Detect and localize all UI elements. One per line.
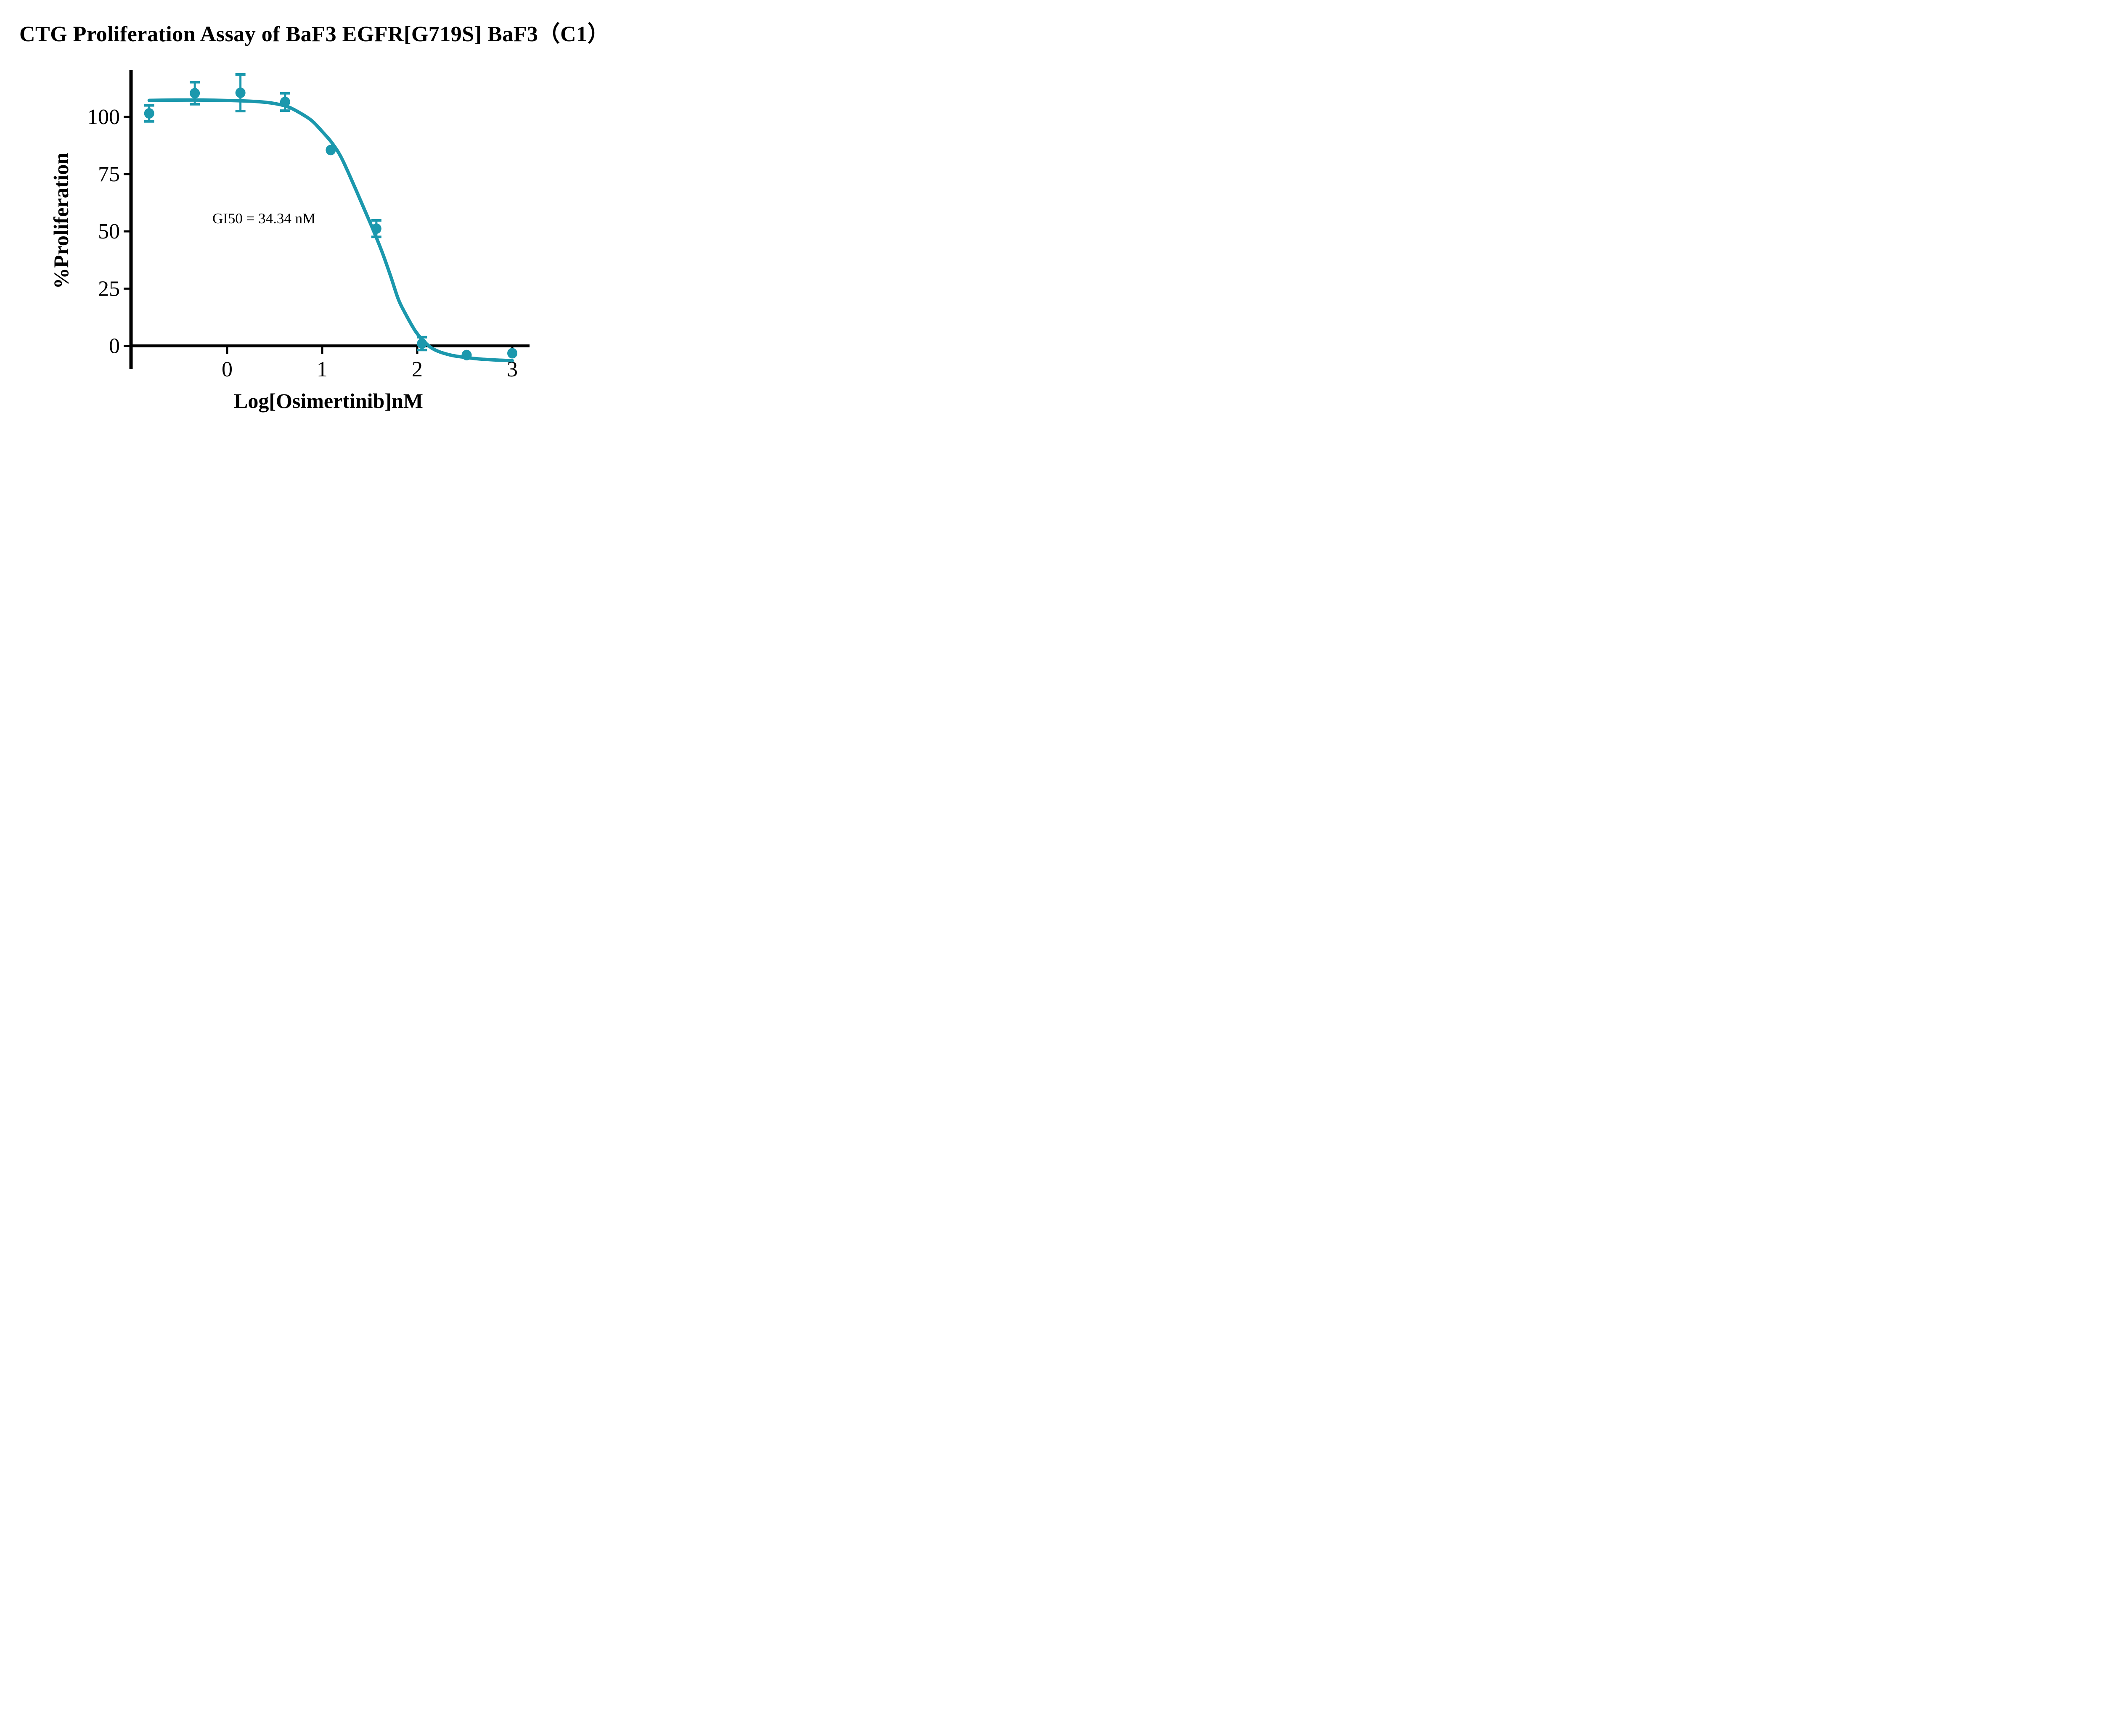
fit-curve <box>147 98 514 363</box>
y-tick-label: 75 <box>98 162 120 186</box>
data-point-marker <box>507 348 517 359</box>
y-tick-label: 0 <box>109 334 120 358</box>
y-axis-title: %Proliferation <box>49 153 73 289</box>
data-point-marker <box>144 108 154 119</box>
x-tick-label: 1 <box>317 357 328 381</box>
y-tick-label: 25 <box>98 277 120 301</box>
data-point-marker <box>371 223 381 234</box>
y-tick-label: 50 <box>98 220 120 243</box>
data-point-marker <box>280 96 290 107</box>
data-point-marker <box>235 87 246 98</box>
chart-title: CTG Proliferation Assay of BaF3 EGFR[G71… <box>19 22 610 46</box>
x-tick-label: 0 <box>222 357 233 381</box>
data-point-marker <box>190 88 200 99</box>
x-tick-label: 2 <box>412 357 423 381</box>
gi50-annotation: GI50 = 34.34 nM <box>212 210 316 227</box>
data-point-marker <box>417 338 427 349</box>
data-point-marker <box>461 349 472 360</box>
y-tick-label: 100 <box>87 105 120 129</box>
x-axis-title: Log[Osimertinib]nM <box>234 389 423 413</box>
figure: 100 75 50 25 0 0 1 2 3 CTG Proliferation Assay o… <box>0 0 657 434</box>
data-point-marker <box>326 145 336 156</box>
